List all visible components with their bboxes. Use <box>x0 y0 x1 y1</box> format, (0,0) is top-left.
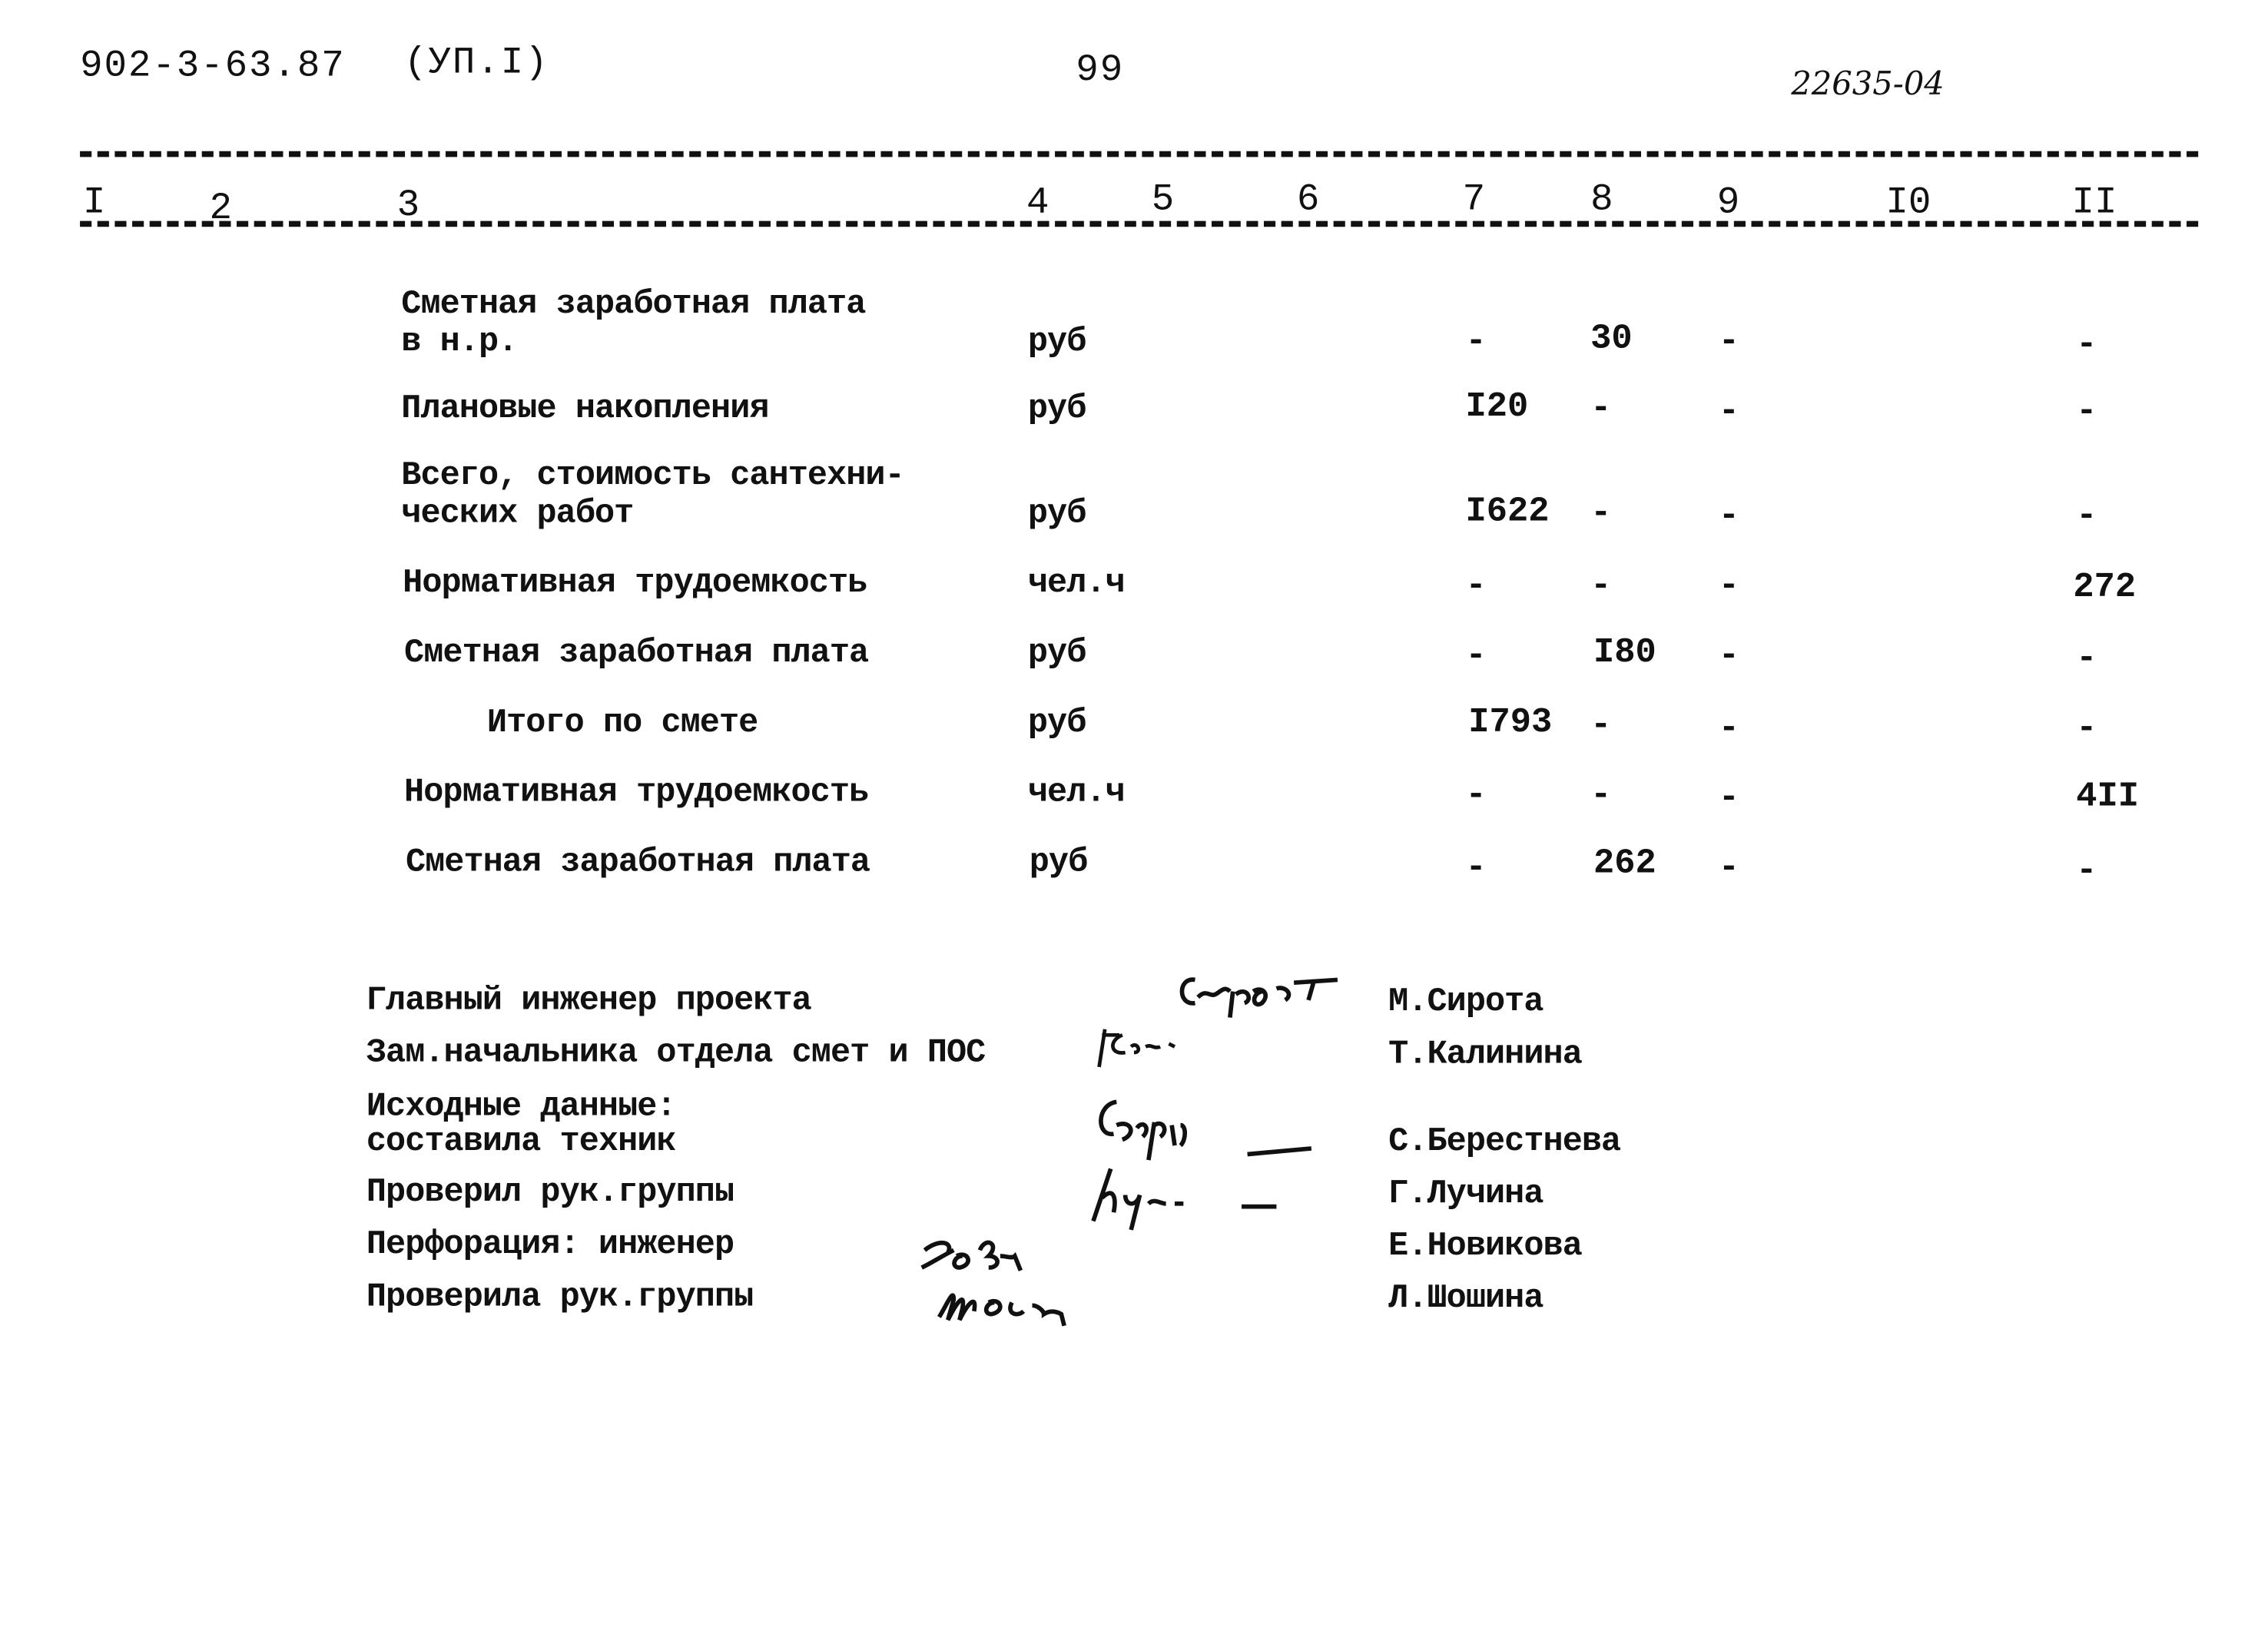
cell-col8: - <box>1590 776 1612 816</box>
cell-col7: - <box>1465 566 1487 607</box>
cell-col8: - <box>1590 389 1612 429</box>
signer-name: М.Сирота <box>1388 983 1544 1021</box>
column-number: I0 <box>1885 180 1931 224</box>
signer-name: Л.Шошина <box>1388 1279 1544 1317</box>
cell-col9: - <box>1718 779 1739 819</box>
signer-role: Перфорация: инженер <box>366 1225 734 1264</box>
cell-col11: - <box>2076 392 2097 433</box>
signer-role: Проверил рук.группы <box>366 1173 734 1211</box>
cell-col9: - <box>1718 566 1739 607</box>
column-number: 8 <box>1590 177 1613 221</box>
handwritten-signature <box>1179 977 1338 1018</box>
cell-col9: - <box>1718 323 1739 363</box>
cell-col9: - <box>1718 392 1739 433</box>
cell-col7: - <box>1465 849 1487 889</box>
column-number: 7 <box>1462 177 1486 221</box>
doc-code: 902-3-63.87 <box>80 43 346 88</box>
row-unit: руб <box>1027 323 1086 361</box>
column-number: II <box>2071 180 2117 224</box>
cell-col8: - <box>1590 566 1612 607</box>
cell-col9: - <box>1718 636 1739 676</box>
cell-col9: - <box>1718 709 1739 749</box>
row-label: Нормативная трудоемкость <box>403 564 867 602</box>
row-unit: руб <box>1029 843 1088 881</box>
row-label: Плановые накопления <box>401 389 769 428</box>
cell-col11: - <box>2076 851 2097 891</box>
column-number: I <box>82 180 106 224</box>
volume-label: (УП.I) <box>404 40 549 85</box>
handwritten-signature <box>1091 1168 1277 1231</box>
cell-col8: I80 <box>1593 634 1656 674</box>
cell-col11: - <box>2076 639 2097 679</box>
signer-name: Е.Новикова <box>1388 1227 1583 1265</box>
row-label: Всего, стоимость сантехни- <box>401 456 904 495</box>
column-number: 2 <box>209 186 233 230</box>
cell-col9: - <box>1718 497 1739 537</box>
handwritten-signature <box>937 1293 1066 1327</box>
cell-col11: 4II <box>2076 777 2139 817</box>
row-unit: чел.ч <box>1027 564 1126 602</box>
row-label: в н.р. <box>401 323 518 361</box>
column-header-divider <box>80 220 2199 227</box>
column-number: 4 <box>1026 180 1049 224</box>
row-label: Сметная заработная плата <box>404 634 869 672</box>
cell-col7: - <box>1465 636 1487 676</box>
row-unit: руб <box>1027 389 1086 428</box>
cell-col7: I793 <box>1468 703 1553 743</box>
row-unit: руб <box>1027 703 1086 742</box>
cell-col11: - <box>2076 325 2097 365</box>
column-number: 6 <box>1296 177 1320 221</box>
row-label: Нормативная трудоемкость <box>404 773 869 811</box>
cell-col7: I622 <box>1465 492 1550 532</box>
cell-col11: - <box>2076 709 2097 749</box>
row-unit: чел.ч <box>1027 773 1126 811</box>
cell-col9: - <box>1718 849 1739 889</box>
row-unit: руб <box>1027 634 1086 672</box>
inventory-number: 22635-04 <box>1791 67 1945 104</box>
handwritten-signature <box>920 1240 1023 1271</box>
signer-name: С.Берестнева <box>1388 1122 1621 1161</box>
row-label: ческих работ <box>401 494 634 532</box>
handwritten-signature <box>1099 1099 1312 1161</box>
cell-col7: I20 <box>1465 388 1529 428</box>
cell-col11: - <box>2076 497 2097 537</box>
cell-col8: - <box>1590 494 1612 534</box>
row-label: Сметная заработная плата <box>405 843 870 881</box>
handwritten-signature <box>1097 1029 1176 1068</box>
signer-role: Проверила рук.группы <box>366 1278 754 1316</box>
cell-col7: - <box>1465 776 1487 816</box>
signer-name: Т.Калинина <box>1388 1035 1583 1073</box>
signer-role: Зам.начальника отдела смет и ПОС <box>366 1033 986 1072</box>
row-label: Итого по смете <box>486 703 758 742</box>
page-number: 99 <box>1076 48 1125 92</box>
row-unit: руб <box>1027 494 1086 532</box>
cell-col8: 262 <box>1593 844 1656 884</box>
signer-role: Исходные данные: <box>366 1087 677 1125</box>
cell-col8: 30 <box>1590 320 1633 360</box>
cell-col11: 272 <box>2073 568 2137 608</box>
cell-col7: - <box>1465 323 1487 363</box>
column-number: 5 <box>1151 177 1175 221</box>
signer-name: Г.Лучина <box>1388 1174 1544 1213</box>
row-label: Сметная заработная плата <box>401 284 866 323</box>
column-number: 3 <box>396 183 420 227</box>
cell-col8: - <box>1590 706 1612 746</box>
signer-role: составила техник <box>366 1122 677 1161</box>
column-number: 9 <box>1716 180 1740 224</box>
signer-role: Главный инженер проекта <box>366 981 812 1019</box>
top-divider <box>80 151 2199 157</box>
